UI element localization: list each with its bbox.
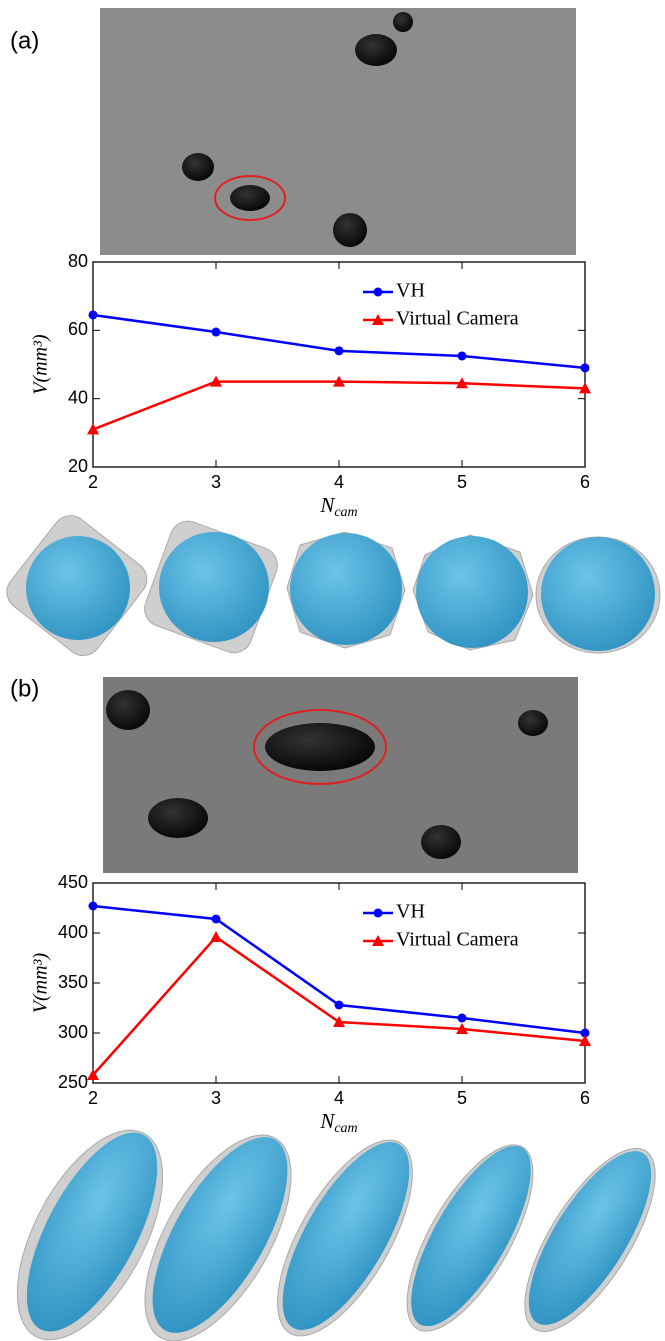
marker xyxy=(579,1035,591,1046)
marker xyxy=(334,346,344,356)
marker xyxy=(334,1000,344,1010)
marker xyxy=(87,423,99,435)
legend-label: VH xyxy=(396,901,425,923)
x-tick-label: 5 xyxy=(457,472,467,492)
x-axis-label: Ncam xyxy=(319,1109,357,1136)
legend-marker xyxy=(372,314,384,325)
legend-label: Virtual Camera xyxy=(396,929,519,951)
x-axis-label-sub: cam xyxy=(334,1121,357,1136)
marker xyxy=(88,901,98,911)
series-line xyxy=(92,380,586,431)
y-tick-label: 60 xyxy=(68,319,88,339)
renders-a xyxy=(6,515,661,657)
y-tick-label: 80 xyxy=(68,251,88,271)
x-tick-label: 3 xyxy=(211,1088,221,1108)
marker xyxy=(456,1023,468,1034)
marker xyxy=(580,363,590,373)
marker xyxy=(87,1069,99,1080)
marker xyxy=(333,375,345,387)
x-axis-label: Ncam xyxy=(319,493,357,520)
marker xyxy=(210,931,222,942)
x-axis-label-sub: cam xyxy=(334,505,357,520)
legend-label: VH xyxy=(396,280,425,302)
renders-b xyxy=(16,1129,656,1341)
line-chart: (b) 250 300 350 400 450 2 3 4 5 6 V(mm³) Ncam VH Virtu… xyxy=(10,675,591,1136)
x-tick-label: 4 xyxy=(334,1088,344,1108)
legend-marker xyxy=(373,908,383,918)
marker xyxy=(210,375,222,387)
y-tick-label: 350 xyxy=(58,972,88,992)
marker xyxy=(333,1016,345,1027)
photo-a xyxy=(100,8,576,255)
y-tick-label: 300 xyxy=(58,1022,88,1042)
y-axis-label: V(mm³) xyxy=(30,334,52,395)
marker xyxy=(211,914,221,924)
marker xyxy=(457,351,467,361)
photo-b xyxy=(103,677,578,873)
y-tick-label: 250 xyxy=(58,1072,88,1092)
x-tick-label: 2 xyxy=(88,1088,98,1108)
legend-label: Virtual Camera xyxy=(396,308,519,330)
series-line xyxy=(92,904,586,1035)
x-tick-label: 5 xyxy=(457,1088,467,1108)
marker xyxy=(211,327,221,337)
marker xyxy=(457,1013,467,1023)
x-axis-label-main: N xyxy=(319,1109,335,1133)
x-tick-label: 3 xyxy=(211,472,221,492)
y-tick-label: 40 xyxy=(68,387,88,407)
legend-marker xyxy=(373,287,383,297)
x-tick-label: 2 xyxy=(88,472,98,492)
y-tick-label: 400 xyxy=(58,922,88,942)
x-tick-label: 4 xyxy=(334,472,344,492)
x-tick-label: 6 xyxy=(580,1088,590,1108)
marker xyxy=(580,1028,590,1038)
y-tick-label: 450 xyxy=(58,872,88,892)
marker xyxy=(456,377,468,389)
axes-box xyxy=(92,261,586,468)
marker xyxy=(579,382,591,394)
panel-label: (b) xyxy=(10,675,39,702)
marker xyxy=(88,310,98,320)
line-chart: (a) 20 40 60 80 2 3 4 5 6 V(mm³) Ncam VH Virtual Came… xyxy=(10,27,591,520)
x-axis-label-main: N xyxy=(319,493,335,517)
y-tick-label: 20 xyxy=(68,456,88,476)
y-axis-label: V(mm³) xyxy=(30,952,52,1013)
panel-label: (a) xyxy=(10,27,39,54)
x-tick-label: 6 xyxy=(580,472,590,492)
legend-marker xyxy=(372,935,384,946)
